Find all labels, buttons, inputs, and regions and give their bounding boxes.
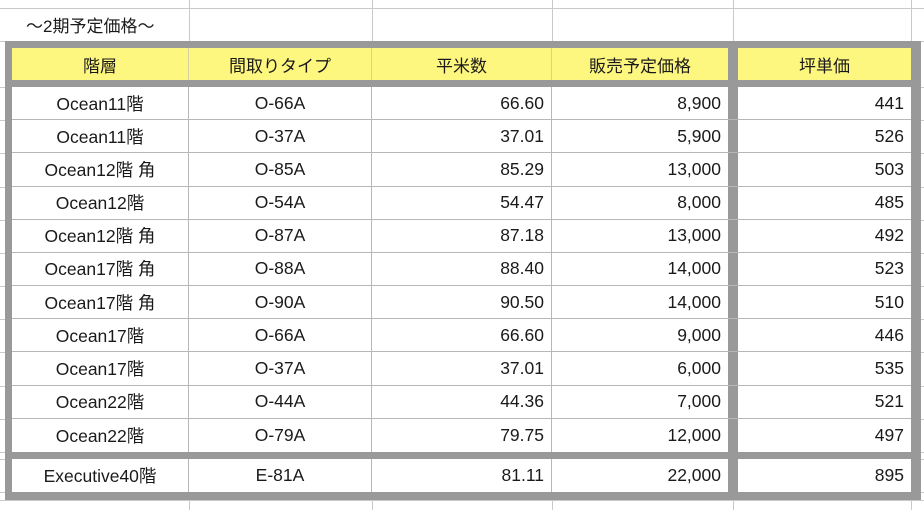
- cell-sqm[interactable]: 79.75: [372, 418, 552, 452]
- cell-floor[interactable]: Ocean22階: [12, 418, 189, 452]
- cell-floor[interactable]: Ocean12階: [12, 186, 189, 219]
- cell-floor[interactable]: Ocean22階: [12, 385, 189, 418]
- table-title: 〜2期予定価格〜: [26, 17, 155, 36]
- cell-unit-price[interactable]: 441: [874, 92, 904, 113]
- cell-type[interactable]: O-54A: [189, 186, 372, 219]
- cell-price[interactable]: 22,000: [552, 458, 738, 492]
- cell-floor[interactable]: Ocean17階: [12, 352, 189, 385]
- table-row[interactable]: Ocean12階 角 O-85A 85.29 13,000 503: [12, 153, 911, 187]
- table-row[interactable]: Ocean17階 O-37A 37.01 6,000 535: [12, 352, 911, 386]
- table-title-cell[interactable]: 〜2期予定価格〜: [0, 8, 924, 41]
- cell-type[interactable]: O-90A: [189, 286, 372, 319]
- cell-floor[interactable]: Ocean17階 角: [12, 286, 189, 319]
- header-cell-type[interactable]: 間取りタイプ: [189, 48, 372, 80]
- cell-type[interactable]: E-81A: [189, 458, 372, 492]
- cell-sqm[interactable]: 54.47: [372, 186, 552, 219]
- cell-price[interactable]: 6,000: [552, 352, 738, 385]
- cell-sqm[interactable]: 44.36: [372, 385, 552, 418]
- cell-price[interactable]: 7,000: [552, 385, 738, 418]
- cell-floor[interactable]: Ocean17階 角: [12, 252, 189, 286]
- cell-type[interactable]: O-44A: [189, 385, 372, 418]
- header-cell-sqm[interactable]: 平米数: [372, 48, 552, 80]
- executive-separator: [12, 451, 911, 459]
- table-row[interactable]: Ocean17階 角 O-88A 88.40 14,000 523: [12, 252, 911, 287]
- cell-unit-price[interactable]: 521: [874, 391, 904, 412]
- cell-floor[interactable]: Ocean11階: [12, 87, 189, 120]
- cell-type[interactable]: O-85A: [189, 153, 372, 186]
- cell-unit-price[interactable]: 523: [874, 258, 904, 279]
- header-cell-unit-price[interactable]: 坪単価: [799, 56, 850, 76]
- cell-floor[interactable]: Ocean12階 角: [12, 153, 189, 186]
- cell-unit-price[interactable]: 485: [874, 192, 904, 213]
- cell-unit-price[interactable]: 492: [874, 225, 904, 246]
- table-row[interactable]: Ocean11階 O-37A 37.01 5,900 526: [12, 120, 911, 154]
- cell-sqm[interactable]: 90.50: [372, 286, 552, 319]
- cell-type[interactable]: O-66A: [189, 319, 372, 352]
- table-row[interactable]: Ocean12階 O-54A 54.47 8,000 485: [12, 186, 911, 220]
- cell-unit-price[interactable]: 535: [874, 357, 904, 378]
- header-separator: [12, 80, 911, 87]
- header-cell-floor[interactable]: 階層: [12, 48, 189, 80]
- cell-unit-price[interactable]: 895: [874, 464, 904, 485]
- cell-sqm[interactable]: 85.29: [372, 153, 552, 186]
- cell-price[interactable]: 13,000: [552, 153, 738, 186]
- cell-floor[interactable]: Ocean17階: [12, 319, 189, 352]
- cell-sqm[interactable]: 81.11: [372, 458, 552, 492]
- cell-floor[interactable]: Executive40階: [12, 458, 189, 492]
- cell-unit-price[interactable]: 503: [874, 158, 904, 179]
- table-row[interactable]: Ocean17階 O-66A 66.60 9,000 446: [12, 319, 911, 353]
- cell-unit-price[interactable]: 446: [874, 324, 904, 345]
- cell-price[interactable]: 9,000: [552, 319, 738, 352]
- cell-floor[interactable]: Ocean11階: [12, 120, 189, 153]
- header-cell-price[interactable]: 販売予定価格: [552, 48, 738, 80]
- cell-sqm[interactable]: 37.01: [372, 120, 552, 153]
- cell-unit-price[interactable]: 526: [874, 125, 904, 146]
- cell-type[interactable]: O-37A: [189, 120, 372, 153]
- table-row[interactable]: Ocean11階 O-66A 66.60 8,900 441: [12, 87, 911, 121]
- cell-type[interactable]: O-87A: [189, 219, 372, 252]
- cell-type[interactable]: O-66A: [189, 87, 372, 120]
- table-row[interactable]: Ocean22階 O-44A 44.36 7,000 521: [12, 385, 911, 419]
- table-row[interactable]: Ocean17階 角 O-90A 90.50 14,000 510: [12, 286, 911, 320]
- cell-price[interactable]: 8,000: [552, 186, 738, 219]
- table-row[interactable]: Ocean22階 O-79A 79.75 12,000 497: [12, 418, 911, 452]
- table-row-executive[interactable]: Executive40階 E-81A 81.11 22,000 895: [12, 458, 911, 492]
- table-header-row: 階層 間取りタイプ 平米数 販売予定価格 坪単価: [12, 48, 911, 80]
- grid-line: [0, 500, 924, 501]
- cell-price[interactable]: 14,000: [552, 286, 738, 319]
- cell-price[interactable]: 5,900: [552, 120, 738, 153]
- cell-price[interactable]: 8,900: [552, 87, 738, 120]
- table-row[interactable]: Ocean12階 角 O-87A 87.18 13,000 492: [12, 219, 911, 253]
- cell-unit-price[interactable]: 497: [874, 424, 904, 445]
- cell-unit-price[interactable]: 510: [874, 291, 904, 312]
- price-table: 階層 間取りタイプ 平米数 販売予定価格 坪単価 Ocean11階 O-66A 66…: [5, 41, 921, 500]
- grid-line: [0, 8, 924, 9]
- cell-sqm[interactable]: 88.40: [372, 252, 552, 286]
- cell-price[interactable]: 14,000: [552, 252, 738, 286]
- cell-price[interactable]: 12,000: [552, 418, 738, 452]
- cell-floor[interactable]: Ocean12階 角: [12, 219, 189, 252]
- cell-sqm[interactable]: 66.60: [372, 87, 552, 120]
- cell-sqm[interactable]: 37.01: [372, 352, 552, 385]
- cell-price[interactable]: 13,000: [552, 219, 738, 252]
- cell-type[interactable]: O-37A: [189, 352, 372, 385]
- table-body: Ocean11階 O-66A 66.60 8,900 441 Ocean11階 O-37A 3…: [12, 87, 911, 452]
- cell-sqm[interactable]: 87.18: [372, 219, 552, 252]
- cell-type[interactable]: O-79A: [189, 418, 372, 452]
- cell-type[interactable]: O-88A: [189, 252, 372, 286]
- cell-sqm[interactable]: 66.60: [372, 319, 552, 352]
